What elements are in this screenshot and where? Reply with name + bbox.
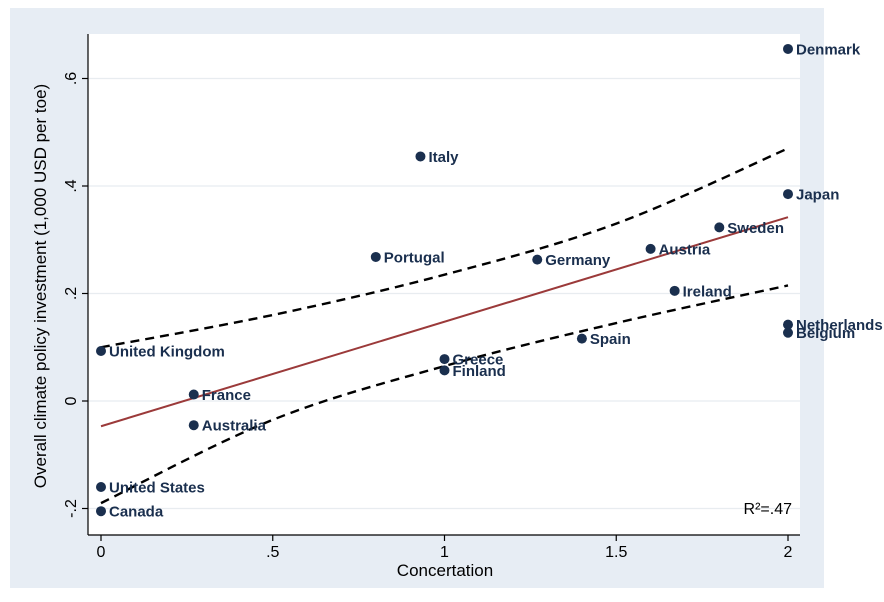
point-marker: [783, 43, 793, 54]
point-label: Ireland: [683, 283, 732, 300]
point-belgium: Belgium: [783, 325, 855, 342]
point-label: Italy: [428, 149, 459, 166]
point-marker: [783, 319, 793, 330]
point-marker: [370, 251, 381, 262]
point-marker: [532, 254, 543, 265]
y-tick-label-3: .4: [63, 179, 80, 192]
point-finland: Finland: [439, 363, 506, 380]
point-marker: [188, 420, 199, 431]
point-spain: Spain: [576, 331, 631, 348]
point-label: Portugal: [384, 249, 445, 266]
point-label: Canada: [109, 504, 164, 521]
point-marker: [783, 189, 793, 200]
point-marker: [714, 222, 725, 233]
point-label: Netherlands: [796, 317, 883, 334]
point-france: France: [188, 387, 251, 404]
data-points: Denmark Italy Japan Sweden Austria Portugal Ge…: [96, 41, 883, 521]
point-netherlands: Netherlands: [783, 317, 883, 334]
point-label: France: [202, 387, 251, 404]
point-ireland: Ireland: [669, 283, 732, 300]
y-axis-label: Overall climate policy investment (1,000…: [31, 84, 50, 488]
point-sweden: Sweden: [714, 220, 784, 237]
plot-area: [88, 34, 800, 535]
x-tick-label-1: .5: [266, 544, 279, 561]
point-germany: Germany: [532, 252, 611, 269]
x-tick-label-4: 2: [784, 544, 793, 561]
point-canada: Canada: [96, 504, 164, 521]
point-greece: Greece: [439, 352, 504, 369]
point-label: Greece: [453, 352, 504, 369]
point-marker: [669, 285, 680, 296]
point-label: Japan: [796, 187, 839, 204]
y-tick-label-2: .2: [63, 287, 80, 300]
fit-line-group: [100, 216, 789, 428]
point-label: Belgium: [796, 325, 855, 342]
point-label: Denmark: [796, 41, 861, 58]
y-tick-label-1: 0: [63, 396, 80, 405]
point-italy: Italy: [415, 149, 459, 166]
point-label: United Kingdom: [109, 344, 225, 361]
point-marker: [188, 389, 199, 400]
x-tick-label-2: 1: [440, 544, 449, 561]
point-japan: Japan: [783, 187, 839, 204]
r-squared-annotation: R²=.47: [744, 501, 793, 518]
point-label: United States: [109, 480, 205, 497]
point-austria: Austria: [645, 241, 711, 258]
point-label: Finland: [453, 363, 506, 380]
point-label: Australia: [202, 418, 267, 435]
ci-upper-line: [100, 147, 789, 349]
point-label: Austria: [659, 241, 711, 258]
point-marker: [415, 151, 426, 162]
point-label: Spain: [590, 331, 631, 348]
x-axis-label: Concertation: [397, 561, 493, 580]
point-portugal: Portugal: [370, 249, 445, 266]
ci-lower-line: [100, 284, 789, 505]
confidence-bands: [100, 147, 789, 505]
point-australia: Australia: [188, 418, 267, 435]
point-marker: [783, 327, 793, 338]
point-denmark: Denmark: [783, 41, 861, 58]
x-tick-label-3: 1.5: [605, 544, 627, 561]
point-united-kingdom: United Kingdom: [96, 344, 225, 361]
point-label: Germany: [545, 252, 611, 269]
point-marker: [439, 354, 450, 365]
point-marker: [96, 346, 106, 357]
point-united-states: United States: [96, 480, 205, 497]
point-marker: [96, 482, 106, 492]
point-label: Sweden: [727, 220, 784, 237]
point-marker: [645, 243, 656, 254]
fit-line: [100, 216, 789, 428]
grid-lines: [88, 77, 800, 510]
y-tick-label-0: -.2: [63, 499, 80, 518]
x-tick-label-0: 0: [97, 544, 106, 561]
point-marker: [576, 333, 587, 344]
axes: -.2 0 .2 .4 .6 0 .5 1 1.5 2: [63, 34, 800, 561]
y-tick-label-4: .6: [63, 72, 80, 85]
point-marker: [439, 365, 450, 376]
point-marker: [96, 506, 106, 517]
